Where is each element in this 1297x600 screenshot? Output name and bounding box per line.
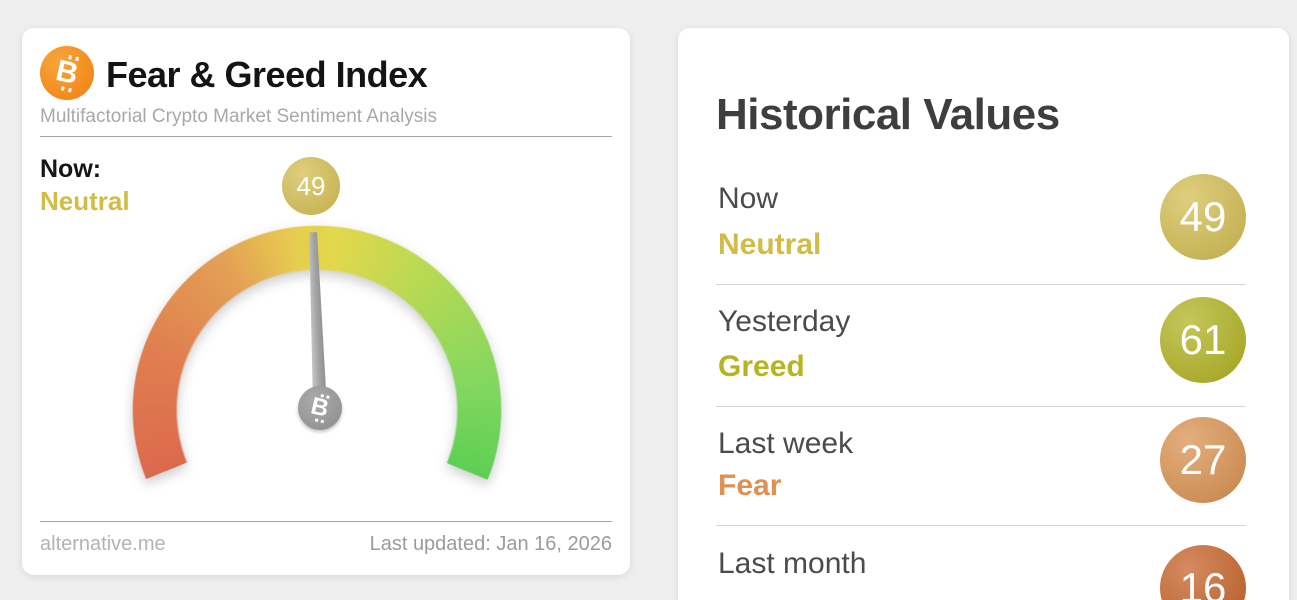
divider [716, 284, 1246, 285]
row-value-badge: 27 [1160, 417, 1246, 503]
now-label: Now: [40, 155, 102, 183]
row-value-badge: 49 [1160, 174, 1246, 260]
bitcoin-glyph: B [52, 53, 82, 92]
gauge-value-badge: 49 [282, 157, 340, 215]
row-period: Last month [718, 547, 867, 580]
last-updated-text: Last updated: Jan 16, 2026 [369, 533, 612, 555]
row-sentiment: Greed [718, 350, 805, 383]
row-period: Last week [718, 427, 854, 460]
divider [716, 525, 1246, 526]
now-sentiment: Neutral [40, 186, 130, 216]
gauge-hub-bitcoin-icon: B [298, 386, 342, 430]
divider [40, 136, 612, 137]
gauge-needle [306, 232, 327, 408]
row-value-badge: 61 [1160, 297, 1246, 383]
card-title: Fear & Greed Index [106, 54, 428, 95]
card-footer: alternative.me Last updated: Jan 16, 202… [40, 533, 612, 556]
bitcoin-glyph: B [308, 392, 332, 423]
row-sentiment: Fear [718, 469, 782, 502]
row-period: Yesterday [718, 305, 851, 338]
card-subtitle: Multifactorial Crypto Market Sentiment A… [40, 106, 438, 127]
divider [716, 406, 1246, 407]
historical-values-card: Historical Values Now Neutral 49 Yesterd… [678, 28, 1289, 600]
bitcoin-icon: B [40, 46, 94, 100]
source-link[interactable]: alternative.me [40, 533, 166, 555]
row-sentiment: Neutral [718, 228, 822, 261]
row-value-badge: 16 [1160, 545, 1246, 600]
row-period: Now [718, 182, 779, 215]
divider [40, 521, 612, 522]
historical-title: Historical Values [716, 90, 1060, 139]
fear-greed-card: B Fear & Greed Index Multifactorial Cryp… [22, 28, 630, 595]
